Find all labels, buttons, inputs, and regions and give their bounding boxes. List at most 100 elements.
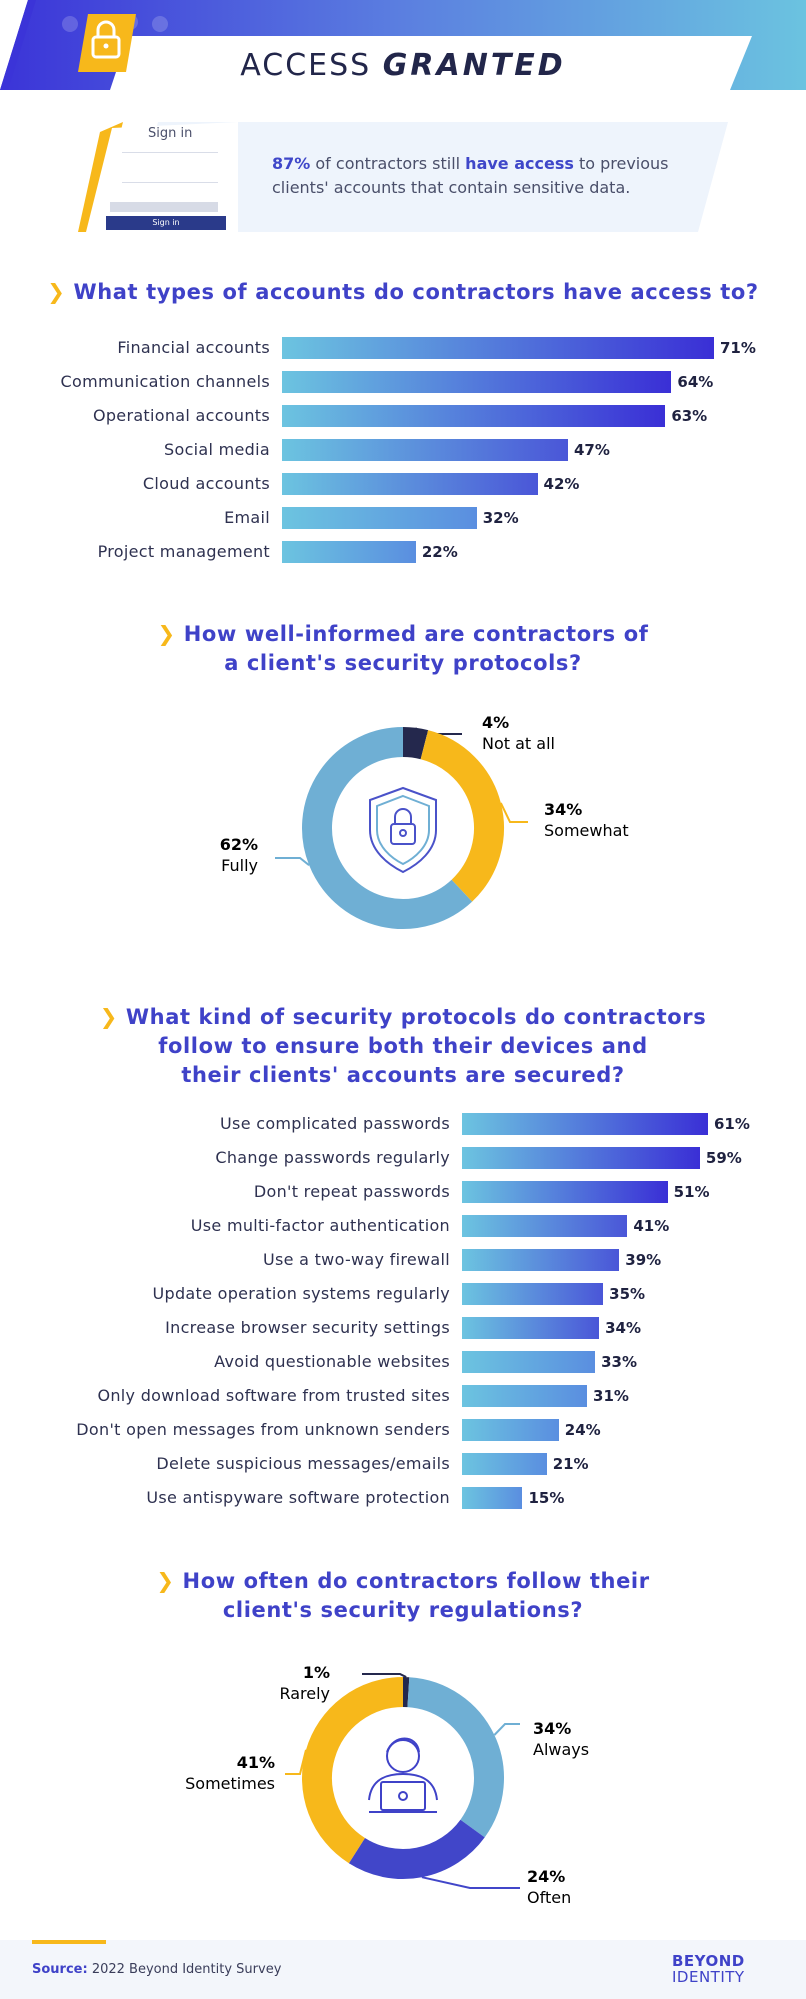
intro-highlight: have access (465, 154, 574, 173)
account-type-value: 63% (671, 407, 708, 425)
protocol-value: 59% (705, 1149, 742, 1167)
protocol-bar (462, 1215, 628, 1237)
account-type-label: Cloud accounts (142, 474, 270, 493)
q3-line1: What kind of security protocols do contr… (125, 1005, 707, 1029)
donut-slice-sometimes (302, 1677, 404, 1864)
donut-pct-label: 41% (237, 1753, 275, 1772)
protocol-value: 34% (605, 1319, 642, 1337)
account-type-bar (282, 507, 477, 529)
chevron-right-icon: ❯ (47, 280, 66, 304)
q4-line1: How often do contractors follow their (182, 1569, 650, 1593)
account-type-label: Operational accounts (92, 406, 270, 425)
q3-heading: ❯ What kind of security protocols do cont… (0, 1003, 806, 1090)
donut-category-label: Sometimes (185, 1774, 275, 1793)
protocol-label: Change passwords regularly (215, 1148, 450, 1167)
donut-slice-always (406, 1677, 504, 1838)
protocol-value: 33% (601, 1353, 637, 1371)
account-type-label: Communication channels (60, 372, 270, 391)
account-type-value: 71% (720, 339, 756, 357)
chevron-right-icon: ❯ (99, 1005, 118, 1029)
protocol-value: 41% (633, 1217, 670, 1235)
brand-logo: BEYOND IDENTITY (672, 1953, 745, 1985)
header-banner (0, 0, 806, 90)
account-type-value: 42% (543, 475, 580, 493)
account-type-bar (282, 371, 672, 393)
donut-category-label: Fully (221, 856, 258, 875)
footer (0, 1940, 806, 1999)
protocol-label: Update operation systems regularly (152, 1284, 450, 1303)
protocol-bar (462, 1487, 523, 1509)
q1-title: What types of accounts do contractors ha… (73, 280, 759, 304)
donut-slice-often (348, 1819, 485, 1879)
padlock-icon (78, 14, 136, 72)
account-type-bar (282, 337, 714, 359)
shield-lock-icon (369, 786, 437, 874)
title-plain: ACCESS (240, 48, 372, 83)
protocol-bar (462, 1385, 588, 1407)
account-type-value: 64% (677, 373, 714, 391)
donut-category-label: Not at all (482, 734, 555, 753)
donut-pct-label: 24% (527, 1867, 565, 1886)
q2-line1: How well-informed are contractors of (183, 622, 649, 646)
protocol-bar (462, 1419, 559, 1441)
protocol-label: Only download software from trusted site… (97, 1386, 450, 1405)
signin-username-line (122, 152, 218, 153)
protocol-label: Delete suspicious messages/emails (156, 1454, 450, 1473)
leader-line (414, 727, 462, 735)
protocol-bar (462, 1249, 620, 1271)
account-type-bar (282, 439, 568, 461)
chevron-right-icon: ❯ (157, 622, 176, 646)
intro-mid: of contractors still (310, 154, 466, 173)
protocol-value: 51% (673, 1183, 710, 1201)
account-type-value: 32% (482, 509, 519, 527)
leader-line (499, 802, 528, 823)
donut-category-label: Rarely (279, 1684, 330, 1703)
account-type-value: 47% (573, 441, 610, 459)
intro-pct: 87% (272, 154, 311, 173)
protocol-bar (462, 1113, 708, 1135)
source-note: Source: 2022 Beyond Identity Survey (32, 1962, 281, 1977)
footer-accent-line (32, 1940, 106, 1944)
protocol-bar (462, 1147, 700, 1169)
account-type-label: Financial accounts (117, 338, 270, 357)
q3-line3: their clients' accounts are secured? (181, 1063, 625, 1087)
account-type-label: Social media (164, 440, 270, 459)
brand-line1: BEYOND (672, 1952, 745, 1970)
account-type-bar (282, 405, 666, 427)
donut-category-label: Somewhat (544, 821, 629, 840)
protocol-bar (462, 1351, 596, 1373)
protocol-bar (462, 1181, 668, 1203)
chart-security-protocols (0, 0, 806, 1)
chevron-right-icon: ❯ (156, 1569, 175, 1593)
protocol-label: Use antispyware software protection (146, 1488, 450, 1507)
protocol-label: Use complicated passwords (220, 1114, 450, 1133)
q4-line2: client's security regulations? (222, 1598, 584, 1622)
donut-slice-not-at-all (402, 727, 429, 760)
title-bold: GRANTED (382, 48, 566, 83)
donut-category-label: Often (527, 1888, 571, 1907)
protocol-value: 39% (625, 1251, 662, 1269)
q3-line2: follow to ensure both their devices and (158, 1034, 648, 1058)
protocol-label: Use multi-factor authentication (190, 1216, 450, 1235)
donut-informed: 4% Not at all 34% Somewhat 62% Fully (220, 713, 629, 929)
leader-line (285, 1749, 307, 1775)
signin-field (110, 202, 218, 212)
intro-text: 87% of contractors still have access to … (272, 152, 692, 200)
protocol-value: 24% (564, 1421, 601, 1439)
leader-line (362, 1673, 407, 1678)
signin-password-line (122, 182, 218, 183)
protocol-value: 35% (609, 1285, 646, 1303)
protocol-label: Don't open messages from unknown senders (76, 1420, 450, 1439)
protocol-value: 61% (714, 1115, 750, 1133)
intro-post: to previous clients' accounts that conta… (272, 154, 669, 197)
protocol-value: 21% (552, 1455, 589, 1473)
protocol-label: Don't repeat passwords (253, 1182, 450, 1201)
account-type-value: 22% (421, 543, 458, 561)
person-laptop-icon (368, 1737, 438, 1813)
donut-category-label: Always (533, 1740, 589, 1759)
protocol-label: Increase browser security settings (165, 1318, 450, 1337)
q1-heading: ❯ What types of accounts do contractors h… (0, 278, 806, 307)
q2-line2: a client's security protocols? (224, 651, 582, 675)
leader-line (493, 1723, 520, 1736)
protocol-bar (462, 1317, 600, 1339)
